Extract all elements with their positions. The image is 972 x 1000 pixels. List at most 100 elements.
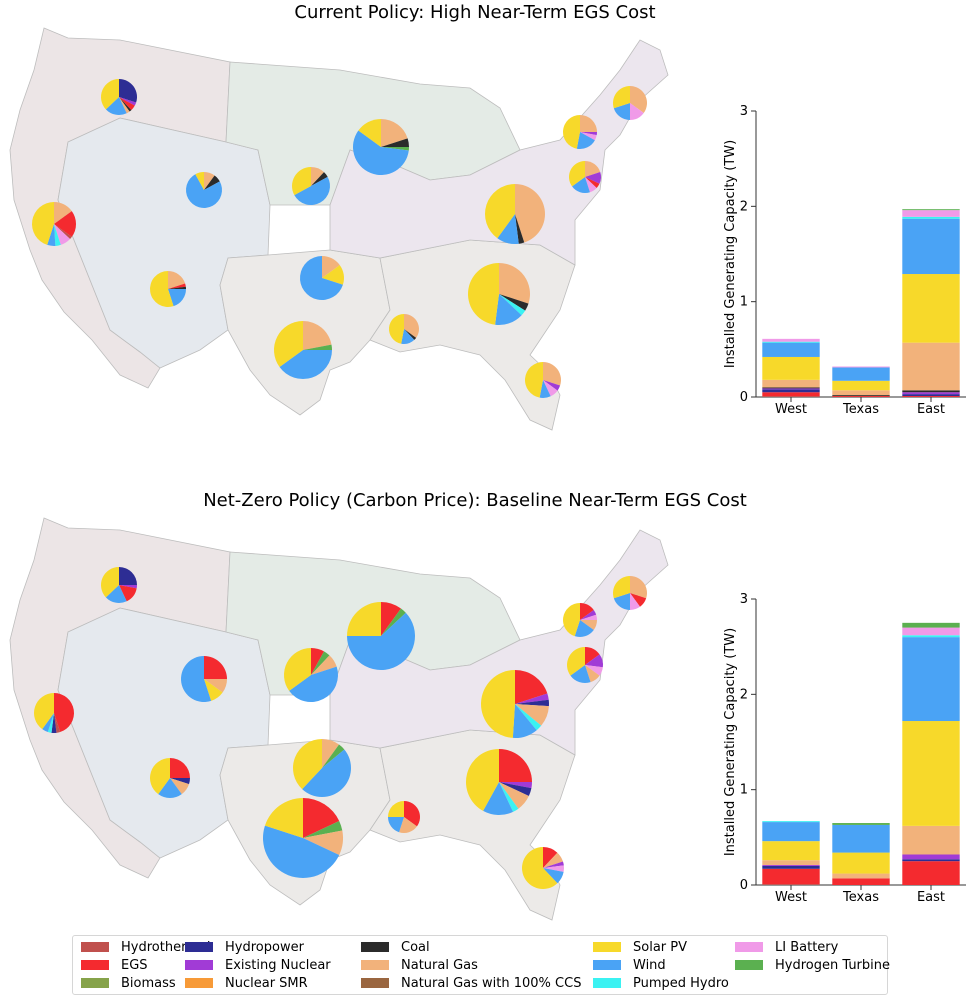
- bar-chart-net-zero-policy: 0 1 2 3 Installed Generating Capacity (TW) We…: [723, 592, 966, 905]
- bar-segment-texas-wind: [832, 367, 890, 381]
- map-pie-1-12: [569, 161, 602, 194]
- pie-slice-natural-gas: [630, 86, 648, 113]
- pie-slice-natural-gas: [585, 161, 601, 177]
- pie-slice-wind: [300, 256, 343, 300]
- pie-slice-hydropower: [515, 699, 550, 707]
- legend-item-hydrogen-turbine: Hydrogen Turbine: [735, 956, 890, 974]
- map-pie-1-13: [613, 86, 648, 121]
- pie-slice-natural-gas: [543, 362, 561, 386]
- x-tick-label-texas: Texas: [842, 890, 879, 905]
- legend-label: Hydropower: [225, 939, 304, 955]
- pie-slice-solar-pv: [347, 602, 381, 636]
- pie-slice-egs: [585, 177, 600, 188]
- legend-swatch: [81, 978, 109, 988]
- pie-slice-egs: [580, 603, 594, 620]
- bar-segment-west-wind: [762, 822, 820, 842]
- pie-slice-hydrothermal: [54, 224, 72, 240]
- bar-segment-east-hydrogen-turbine: [902, 622, 960, 628]
- pie-slice-coal: [515, 214, 525, 244]
- bar-segment-texas-coal: [832, 395, 890, 397]
- pie-slice-natural-gas: [515, 704, 549, 726]
- pie-slice-wind: [353, 130, 409, 176]
- legend-item-nuclear-smr: Nuclear SMR: [185, 974, 308, 992]
- pie-slice-wind: [185, 174, 222, 208]
- pie-slice-pumped-hydro: [47, 713, 54, 733]
- bar-segment-west-egs: [762, 868, 820, 885]
- legend-swatch: [185, 960, 213, 970]
- pie-slice-pumped-hydro: [515, 704, 542, 731]
- pie-slice-wind: [512, 704, 537, 738]
- legend-label: Wind: [633, 957, 666, 973]
- y-tick-label: 3: [740, 104, 748, 119]
- legend-item-egs: EGS: [81, 956, 148, 974]
- pie-slice-egs: [404, 801, 420, 827]
- bar-segment-east-hydropower: [902, 859, 960, 862]
- pie-slice-natural-gas: [311, 655, 337, 675]
- bar-segment-west-coal: [762, 387, 820, 389]
- panel-1-title: Current Policy: High Near-Term EGS Cost: [294, 2, 655, 23]
- pie-slice-hydropower: [170, 778, 190, 785]
- y-axis-label: Installed Generating Capacity (TW): [723, 140, 738, 368]
- bar-segment-west-solar-pv: [762, 356, 820, 380]
- pie-layer-current-policy: [31, 79, 648, 398]
- pie-slice-natural-gas: [399, 817, 417, 833]
- legend-item-natural-gas: Natural Gas: [361, 956, 478, 974]
- map-pie-1-14: [524, 362, 561, 398]
- legend-label: Nuclear SMR: [225, 975, 308, 991]
- pie-slice-existing-nuclear: [499, 782, 532, 789]
- pie-slice-solar-pv: [524, 362, 543, 398]
- legend-label: Coal: [401, 939, 430, 955]
- legend-swatch: [81, 960, 109, 970]
- legend-label: LI Battery: [775, 939, 839, 955]
- pie-slice-wind: [262, 825, 340, 879]
- pie-slice-egs: [499, 749, 532, 782]
- bar-segment-east-pumped-hydro: [902, 635, 960, 638]
- pie-slice-egs: [515, 670, 548, 704]
- x-tick-label-texas: Texas: [842, 402, 879, 417]
- pie-slice-hydrogen-turbine: [311, 651, 330, 675]
- pie-slice-pumped-hydro: [499, 294, 526, 316]
- map-pie-1-6: [150, 271, 186, 307]
- pie-slice-wind: [105, 97, 127, 115]
- map-region-east: [329, 529, 669, 756]
- bar-segment-west-existing-nuclear: [762, 864, 820, 866]
- pie-slice-li-battery: [543, 380, 558, 397]
- pie-slice-wind: [543, 868, 564, 884]
- pie-slice-solar-pv: [150, 271, 174, 307]
- pie-slice-solar-pv: [149, 758, 170, 795]
- bar-segment-texas-natural-gas: [832, 873, 890, 879]
- pie-slice-pumped-hydro: [54, 224, 61, 246]
- bar-segment-east-coal: [902, 390, 960, 393]
- pie-slice-egs: [311, 648, 325, 675]
- pie-slice-natural-gas: [381, 119, 408, 147]
- legend-label: Existing Nuclear: [225, 957, 331, 973]
- map-pie-2-3: [284, 648, 338, 702]
- pie-slice-coal: [381, 138, 409, 147]
- pie-slice-solar-pv: [264, 798, 303, 838]
- pie-slice-solar-pv: [204, 679, 223, 701]
- map-pie-1-3: [291, 167, 331, 206]
- pie-slice-solar-pv: [322, 265, 344, 285]
- pie-slice-existing-nuclear: [543, 380, 561, 391]
- pie-slice-egs: [585, 647, 600, 665]
- legend-label: Solar PV: [633, 939, 687, 955]
- pie-slice-solar-pv: [358, 119, 381, 147]
- pie-slice-solar-pv: [33, 693, 54, 730]
- legend-item-pumped-hydro: Pumped Hydro: [593, 974, 729, 992]
- pie-slice-wind: [539, 380, 551, 398]
- pie-slice-egs: [119, 97, 135, 111]
- pie-slice-egs: [54, 693, 74, 733]
- bar-segment-east-egs: [902, 861, 960, 885]
- pie-slice-solar-pv: [569, 161, 585, 187]
- map-pie-2-5: [481, 670, 550, 738]
- bar-segment-east-wind: [902, 218, 960, 275]
- pie-slice-hydrothermal: [54, 713, 61, 733]
- pie-slice-wind: [495, 294, 522, 325]
- map-region-east: [329, 39, 669, 266]
- map-pie-1-2: [185, 172, 222, 208]
- us-map-current-policy: [9, 27, 669, 431]
- pie-slice-egs: [303, 798, 340, 838]
- pie-slice-egs: [119, 585, 137, 602]
- pie-slice-natural-gas: [580, 620, 597, 630]
